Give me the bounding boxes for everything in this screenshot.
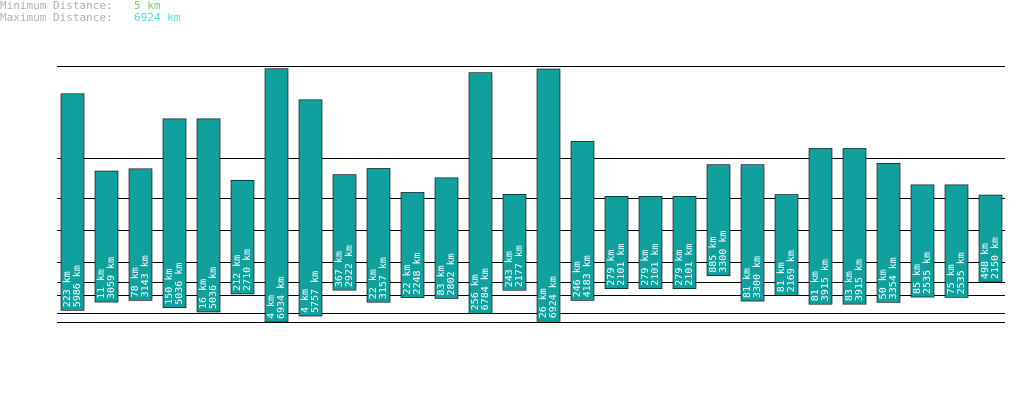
bar-max-label: 3915 km <box>820 259 831 301</box>
bar-min-label: 279 km <box>640 250 651 286</box>
bar-min-label: 256 km <box>470 274 481 310</box>
min-distance-row: Minimum Distance: 5 km <box>0 0 180 12</box>
bar-max-label: 3143 km <box>140 255 151 297</box>
bar-min-label: 150 km <box>164 269 175 305</box>
bar-max-label: 3157 km <box>378 257 389 299</box>
bar-max-label: 2101 km <box>616 244 627 286</box>
bar-min-label: 212 km <box>232 255 243 291</box>
range-bar <box>808 148 833 305</box>
bars: 223 km 5986 km 11 km 3059 km 78 km 3143 km 150… <box>60 68 1003 323</box>
range-bar <box>774 194 799 296</box>
bar-max-label: 3915 km <box>854 259 865 301</box>
range-bar <box>332 174 357 291</box>
range-bar <box>876 162 901 303</box>
bar-max-label: 3300 km <box>718 231 729 273</box>
range-bar <box>604 196 629 290</box>
bar-min-label: 885 km <box>708 237 719 273</box>
bar-max-label: 2101 km <box>650 244 661 286</box>
range-bar <box>468 72 493 314</box>
bar-min-label: 83 km <box>844 271 855 301</box>
range-bar <box>230 179 255 295</box>
max-distance-row: Maximum Distance: 6924 km <box>0 12 180 24</box>
bar-min-label: 279 km <box>674 250 685 286</box>
max-distance-label: Maximum Distance: <box>0 11 113 24</box>
range-bar <box>536 68 561 322</box>
bar-max-label: 3059 km <box>106 257 117 299</box>
bar-max-label: 6784 km <box>480 268 491 310</box>
bar-max-label: 2922 km <box>344 245 355 287</box>
bar-min-label: 279 km <box>606 250 617 286</box>
bar-max-label: 3300 km <box>752 256 763 298</box>
range-bar <box>196 118 221 313</box>
range-bar <box>94 170 119 303</box>
range-bar <box>842 148 867 305</box>
bar-min-label: 498 km <box>980 243 991 279</box>
bar-max-label: 5036 km <box>174 263 185 305</box>
range-bar <box>706 164 731 277</box>
range-bar <box>264 68 289 323</box>
bar-min-label: 4 km <box>300 289 311 313</box>
range-bar <box>740 164 765 302</box>
bar-min-label: 4 km <box>266 295 277 319</box>
bar-min-label: 75 km <box>946 264 957 294</box>
range-bar <box>400 192 425 298</box>
bar-min-label: 367 km <box>334 251 345 287</box>
range-bar <box>128 168 153 301</box>
bar-min-label: 81 km <box>776 262 787 292</box>
range-bar <box>910 184 935 298</box>
range-bar <box>366 168 391 303</box>
bar-min-label: 11 km <box>96 269 107 299</box>
range-bar <box>570 141 595 301</box>
bar-min-label: 243 km <box>504 251 515 287</box>
max-distance-value: 6924 km <box>134 11 181 24</box>
bar-max-label: 6924 km <box>548 276 559 318</box>
range-bar <box>978 194 1003 283</box>
range-bar <box>434 177 459 299</box>
bar-max-label: 2248 km <box>412 252 423 294</box>
bar-min-label: 26 km <box>538 288 549 318</box>
range-bar <box>298 99 323 317</box>
bar-max-label: 2535 km <box>922 252 933 294</box>
min-distance-label: Minimum Distance: <box>0 0 113 12</box>
bar-min-label: 16 km <box>198 279 209 309</box>
bar-min-label: 22 km <box>402 264 413 294</box>
bar-max-label: 6934 km <box>276 277 287 319</box>
range-bar <box>944 184 969 298</box>
bar-max-label: 5986 km <box>72 265 83 307</box>
bar-max-label: 2802 km <box>446 253 457 295</box>
range-bar <box>162 118 187 309</box>
bar-max-label: 2101 km <box>684 244 695 286</box>
bar-max-label: 5757 km <box>310 271 321 313</box>
bar-max-label: 2535 km <box>956 252 967 294</box>
bar-max-label: 2177 km <box>514 245 525 287</box>
bar-max-label: 2169 km <box>786 250 797 292</box>
bar-min-label: 83 km <box>436 265 447 295</box>
bar-max-label: 5036 km <box>208 267 219 309</box>
bar-min-label: 85 km <box>912 264 923 294</box>
bar-max-label: 2150 km <box>990 237 1001 279</box>
range-bar <box>638 196 663 290</box>
bar-max-label: 2710 km <box>242 249 253 291</box>
min-distance-value: 5 km <box>134 0 161 12</box>
bar-min-label: 22 km <box>368 269 379 299</box>
range-bar <box>672 196 697 290</box>
bar-min-label: 78 km <box>130 267 141 297</box>
bar-min-label: 246 km <box>572 261 583 297</box>
bar-min-label: 223 km <box>62 271 73 307</box>
range-bar <box>60 93 85 311</box>
bar-min-label: 50 km <box>878 269 889 299</box>
bar-max-label: 4183 km <box>582 255 593 297</box>
range-bar <box>502 194 527 291</box>
distance-stats: Minimum Distance: 5 km Maximum Distance: 6… <box>0 0 180 24</box>
bar-min-label: 81 km <box>810 271 821 301</box>
bar-max-label: 3354 km <box>888 257 899 299</box>
bar-min-label: 81 km <box>742 268 753 298</box>
